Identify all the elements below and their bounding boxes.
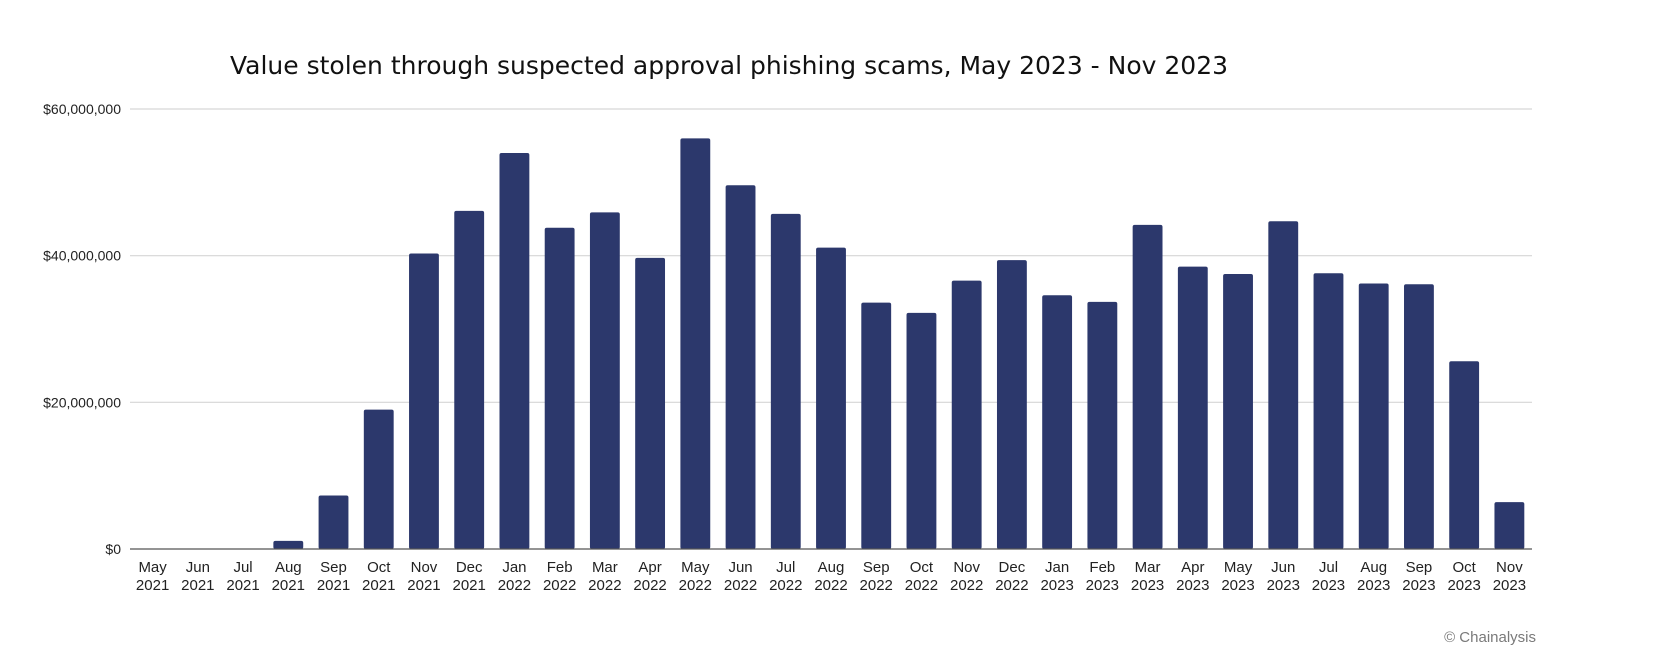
x-tick-label: Aug 2023 xyxy=(1357,559,1390,594)
bar xyxy=(273,540,304,549)
x-tick-label: Sep 2022 xyxy=(860,559,893,594)
x-tick-label: Apr 2022 xyxy=(633,559,666,594)
bar xyxy=(1358,283,1389,549)
bar xyxy=(318,495,349,549)
y-tick-label: $20,000,000 xyxy=(43,394,121,410)
x-tick-label: Dec 2022 xyxy=(995,559,1028,594)
bar xyxy=(1313,273,1344,549)
bar xyxy=(1449,361,1480,549)
x-tick-label: Sep 2023 xyxy=(1402,559,1435,594)
bar xyxy=(635,257,666,549)
bar xyxy=(906,312,937,549)
bar xyxy=(1223,274,1253,549)
x-tick-label: Nov 2022 xyxy=(950,559,983,594)
x-axis-tick-labels: May 2021 Jun 2021 Jul 2021 Aug 2021 Sep 2021 Oct 20… xyxy=(136,559,1526,594)
chainalysis-credit: © Chainalysis xyxy=(1444,629,1536,646)
y-axis-tick-labels: $0 $20,000,000 $40,000,000 $60,000,000 xyxy=(43,101,121,557)
x-tick-label: Jul 2022 xyxy=(769,559,802,594)
bar xyxy=(1177,266,1208,549)
x-tick-label: Nov 2021 xyxy=(407,559,440,594)
bar xyxy=(589,212,620,549)
x-tick-label: Aug 2021 xyxy=(272,559,305,594)
x-tick-label: Sep 2021 xyxy=(317,559,350,594)
x-tick-label: May 2022 xyxy=(679,559,712,594)
x-tick-label: Mar 2022 xyxy=(588,559,621,594)
bar xyxy=(1494,502,1525,549)
x-tick-label: Nov 2023 xyxy=(1493,559,1526,594)
y-tick-label: $40,000,000 xyxy=(43,248,121,264)
x-tick-label: Jul 2023 xyxy=(1312,559,1345,594)
bar xyxy=(770,213,801,549)
bar xyxy=(1132,224,1163,549)
x-tick-label: Mar 2023 xyxy=(1131,559,1164,594)
y-tick-label: $60,000,000 xyxy=(43,101,121,117)
x-tick-label: Feb 2022 xyxy=(543,559,576,594)
bar xyxy=(1404,284,1434,549)
bar xyxy=(544,227,575,550)
bars xyxy=(273,138,1525,550)
bar xyxy=(1087,301,1118,549)
bar xyxy=(1042,295,1073,549)
x-tick-label: Oct 2022 xyxy=(905,559,938,594)
x-tick-label: Jan 2022 xyxy=(498,559,531,594)
bar xyxy=(409,253,439,549)
x-tick-label: Oct 2021 xyxy=(362,559,395,594)
bar xyxy=(816,247,846,549)
x-tick-label: Jun 2022 xyxy=(724,559,757,594)
bar xyxy=(363,409,394,549)
x-tick-label: Oct 2023 xyxy=(1447,559,1480,594)
x-tick-label: Jun 2023 xyxy=(1267,559,1300,594)
bar xyxy=(861,302,892,549)
bar xyxy=(725,185,756,549)
bar xyxy=(680,138,711,550)
x-tick-label: Jun 2021 xyxy=(181,559,214,594)
y-tick-label: $0 xyxy=(105,541,121,557)
bar xyxy=(454,210,485,549)
bar xyxy=(499,153,530,549)
x-tick-label: Feb 2023 xyxy=(1086,559,1119,594)
bar xyxy=(1268,221,1299,549)
x-tick-label: May 2021 xyxy=(136,559,169,594)
x-tick-label: Apr 2023 xyxy=(1176,559,1209,594)
x-tick-label: Aug 2022 xyxy=(814,559,847,594)
bar xyxy=(951,280,982,549)
x-tick-label: Dec 2021 xyxy=(453,559,486,594)
x-tick-label: Jul 2021 xyxy=(226,559,259,594)
x-tick-label: Jan 2023 xyxy=(1040,559,1073,594)
chart-title: Value stolen through suspected approval … xyxy=(230,51,1228,80)
bar xyxy=(996,260,1027,549)
x-tick-label: May 2023 xyxy=(1221,559,1254,594)
